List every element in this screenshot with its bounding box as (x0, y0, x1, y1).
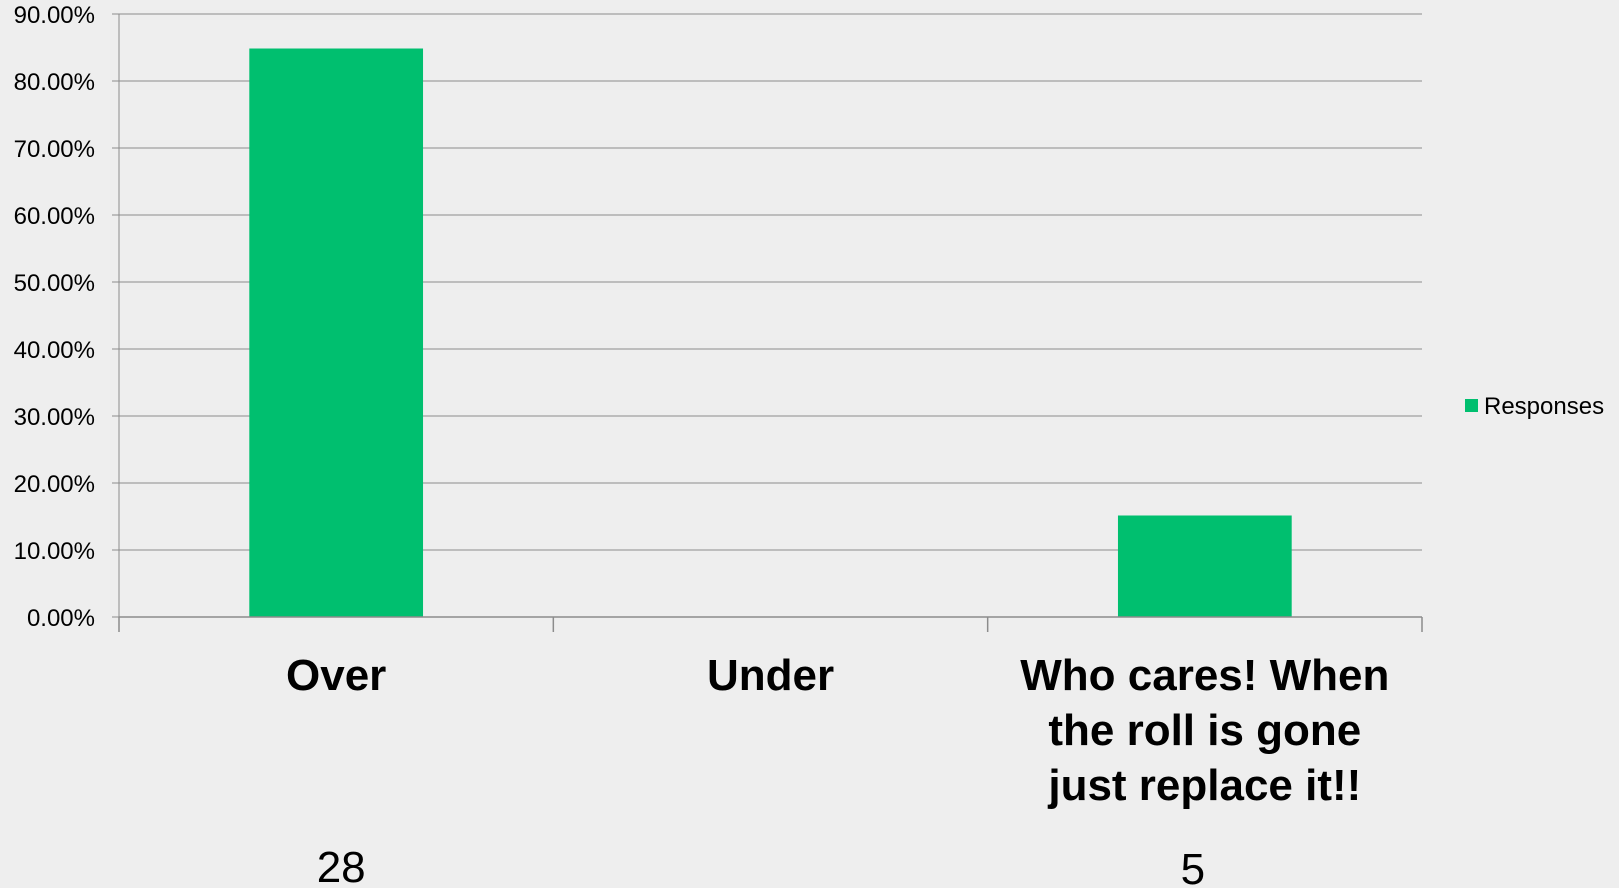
count-label: 28 (317, 843, 366, 888)
category-label: the roll is gone (1048, 706, 1361, 755)
y-tick-label: 10.00% (14, 538, 95, 565)
category-label: just replace it!! (1047, 761, 1361, 810)
y-tick-label: 50.00% (14, 270, 95, 297)
y-tick-label: 80.00% (14, 69, 95, 96)
count-label: 5 (1181, 845, 1205, 888)
y-tick-label: 70.00% (14, 136, 95, 163)
y-tick-label: 0.00% (27, 605, 95, 632)
bar-1 (249, 48, 424, 617)
y-tick-label: 20.00% (14, 471, 95, 498)
y-tick-label: 30.00% (14, 404, 95, 431)
legend-swatch-responses (1465, 399, 1478, 412)
category-label: Under (707, 651, 834, 700)
y-tick-label: 40.00% (14, 337, 95, 364)
y-tick-label: 60.00% (14, 203, 95, 230)
legend: Responses (1465, 393, 1604, 420)
legend-label-responses: Responses (1484, 393, 1604, 420)
bar-3 (1117, 515, 1292, 617)
labels: 0.00% 10.00% 20.00% 30.00% 40.00% 50.00% 60.00… (14, 2, 1390, 888)
bars (249, 48, 1292, 617)
category-label: Who cares! When (1020, 651, 1389, 700)
y-tick-label: 90.00% (14, 2, 95, 29)
category-label: Over (286, 651, 386, 700)
axes (112, 13, 1423, 632)
